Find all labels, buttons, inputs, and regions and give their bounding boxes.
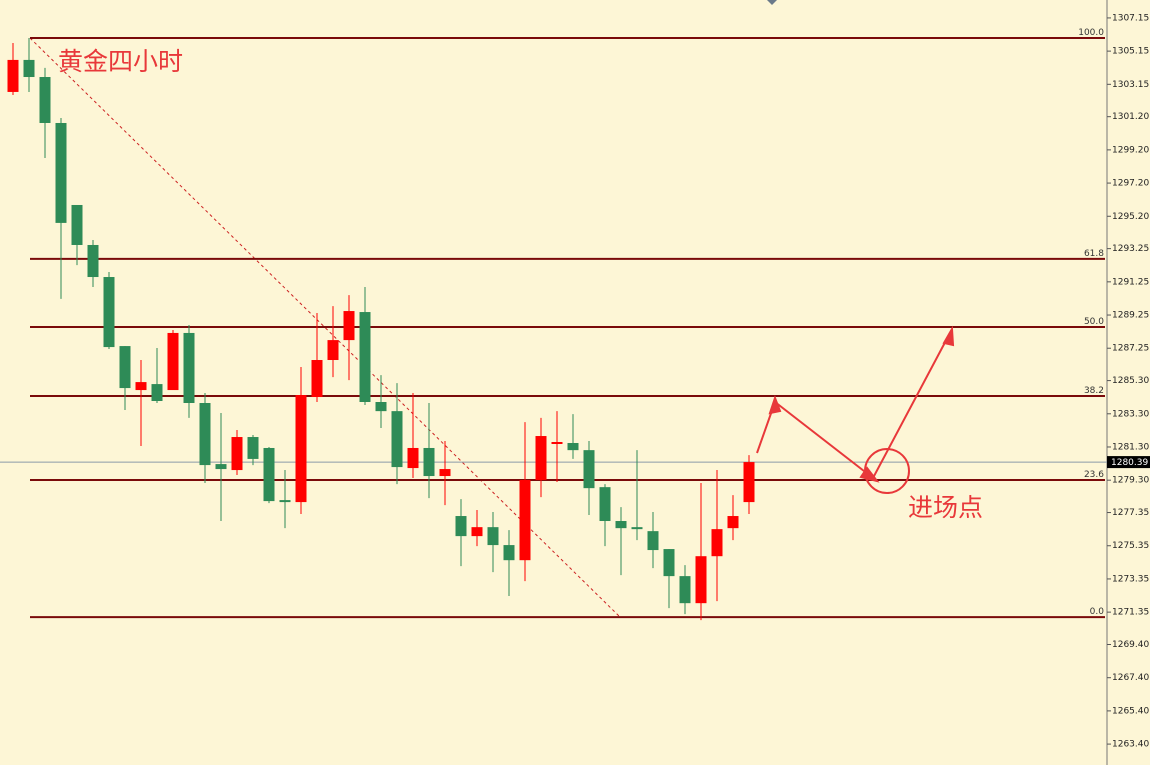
y-tick-label: 1307.15 (1112, 13, 1149, 23)
candle-body (295, 395, 307, 503)
candle-body (727, 516, 739, 529)
candle-body (455, 516, 467, 537)
y-tick-label: 1291.25 (1112, 277, 1149, 287)
candle-body (407, 447, 419, 469)
candle-body (391, 411, 403, 468)
candle-body (71, 204, 83, 245)
y-tick-label: 1301.20 (1112, 112, 1149, 122)
candle-body (471, 527, 483, 537)
fib-label: 61.8 (1084, 249, 1104, 259)
candle-body (423, 447, 435, 477)
y-tick-label: 1267.40 (1112, 673, 1149, 683)
candle-body (151, 384, 163, 402)
fib-label: 100.0 (1078, 28, 1104, 38)
fib-label: 38.2 (1084, 386, 1104, 396)
candle-body (519, 480, 531, 561)
candle-body (199, 402, 211, 466)
candle-body (663, 549, 675, 577)
candle-body (55, 122, 67, 223)
y-tick-label: 1297.20 (1112, 179, 1149, 189)
y-tick-label: 1289.25 (1112, 311, 1149, 321)
candle-body (551, 442, 563, 444)
candle-body (695, 556, 707, 604)
candle-body (87, 244, 99, 278)
candle-body (631, 527, 643, 530)
candles-layer (7, 38, 755, 621)
arrowhead (768, 395, 782, 415)
candle-body (599, 487, 611, 522)
candle-body (279, 500, 291, 503)
y-tick-label: 1273.35 (1112, 574, 1149, 584)
candle-body (487, 527, 499, 546)
candle-body (247, 437, 259, 459)
candle-body (439, 469, 451, 477)
candle-body (615, 521, 627, 529)
y-tick-label: 1283.30 (1112, 409, 1149, 419)
candle-body (263, 447, 275, 502)
y-tick-label: 1295.20 (1112, 212, 1149, 222)
candle-body (567, 442, 579, 451)
candle-body (503, 545, 515, 561)
candle-body (535, 436, 547, 481)
projection-path (756, 332, 951, 480)
y-tick-label: 1271.35 (1112, 608, 1149, 618)
candle-body (711, 529, 723, 557)
candle-body (679, 576, 691, 604)
y-tick-label: 1269.40 (1112, 640, 1149, 650)
projection (756, 325, 955, 494)
current-price-label: 1280.39 (1111, 458, 1148, 468)
y-tick-label: 1305.15 (1112, 47, 1149, 57)
candle-body (327, 340, 339, 361)
marker (767, 0, 777, 5)
fib-label: 23.6 (1084, 470, 1104, 480)
y-tick-label: 1279.30 (1112, 476, 1149, 486)
candle-body (743, 462, 755, 503)
y-tick-label: 1281.30 (1112, 442, 1149, 452)
candle-body (311, 360, 323, 398)
fib-label: 0.0 (1090, 607, 1105, 617)
candle-body (359, 312, 371, 403)
candle-body (183, 332, 195, 403)
y-tick-label: 1263.40 (1112, 740, 1149, 750)
arrowhead (942, 325, 955, 347)
candle-body (167, 332, 179, 391)
y-tick-label: 1303.15 (1112, 80, 1149, 90)
candle-body (135, 382, 147, 391)
y-tick-label: 1299.20 (1112, 145, 1149, 155)
candle-body (231, 437, 243, 471)
annotation: 进场点 (908, 493, 983, 522)
candle-body (583, 450, 595, 489)
chart-title: 黄金四小时 (58, 47, 183, 76)
candle-body (343, 311, 355, 341)
y-tick-label: 1287.25 (1112, 344, 1149, 354)
candle-body (7, 59, 19, 92)
y-tick-label: 1265.40 (1112, 706, 1149, 716)
candle-body (647, 531, 659, 551)
y-tick-label: 1277.35 (1112, 508, 1149, 518)
fib-label: 50.0 (1084, 317, 1104, 327)
y-tick-label: 1285.30 (1112, 376, 1149, 386)
entry-circle (864, 448, 910, 494)
candle-body (39, 77, 51, 123)
candle-body (103, 277, 115, 348)
y-tick-label: 1275.35 (1112, 541, 1149, 551)
y-tick-label: 1293.25 (1112, 244, 1149, 254)
grid-layer: 100.0 61.8 50.0 38.2 23.6 0.0 (0, 28, 1107, 619)
candle-body (119, 346, 131, 389)
candle-body (375, 402, 387, 412)
candle-body (23, 59, 35, 78)
candle-body (215, 464, 227, 470)
current-price-box (1107, 456, 1150, 469)
